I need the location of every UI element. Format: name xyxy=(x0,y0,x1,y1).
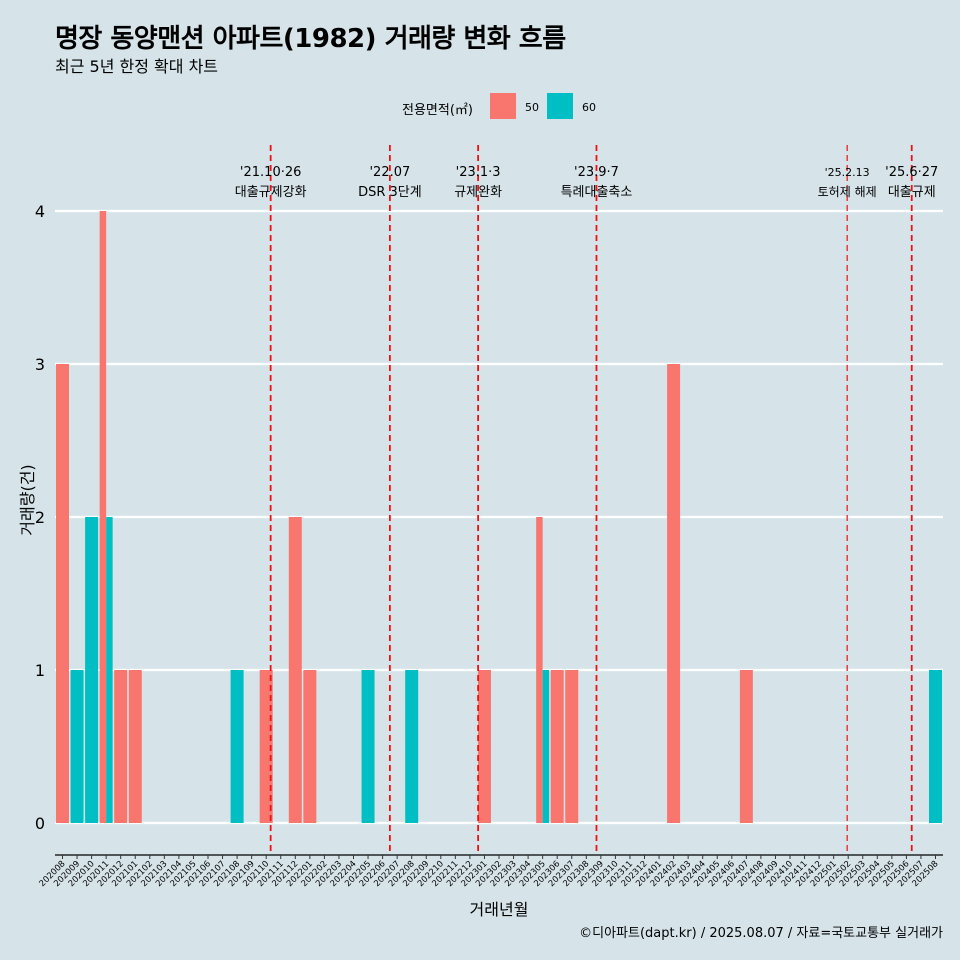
event-name-label: 특례대출축소 xyxy=(561,185,633,200)
legend-label-60: 60 xyxy=(582,101,596,114)
bar-50 xyxy=(739,670,753,823)
legend: 전용면적(㎡) 50 60 xyxy=(0,93,960,121)
event-date-label: '25.2.13 xyxy=(825,166,870,179)
chart-subtitle: 최근 5년 한정 확대 차트 xyxy=(55,57,219,76)
legend-key-50 xyxy=(490,93,516,119)
bar-50 xyxy=(536,517,543,823)
event-date-label: '21.10·26 xyxy=(240,165,301,180)
bar-60 xyxy=(70,670,84,823)
chart-title: 명장 동양맨션 아파트(1982) 거래량 변화 흐름 xyxy=(55,24,566,54)
event-date-label: '23.9·7 xyxy=(574,165,619,180)
bar-50 xyxy=(259,670,273,823)
event-name-label: 대출규제 xyxy=(888,185,936,200)
source-caption: ©디아파트(dapt.kr) / 2025.08.07 / 자료=국토교통부 실… xyxy=(579,926,943,941)
y-tick-label: 2 xyxy=(35,508,45,527)
bar-50 xyxy=(99,211,107,823)
bar-50 xyxy=(56,364,69,823)
bar-50 xyxy=(303,670,317,823)
bar-50 xyxy=(114,670,128,823)
bar-50 xyxy=(477,670,491,823)
bar-60 xyxy=(929,670,942,823)
y-axis-title: 거래량(건) xyxy=(18,464,37,535)
bar-60 xyxy=(361,670,375,823)
bar-50 xyxy=(288,517,302,823)
legend-key-60 xyxy=(547,93,573,119)
bar-50 xyxy=(128,670,142,823)
event-date-label: '22.07 xyxy=(369,165,410,180)
event-name-label: 대출규제강화 xyxy=(235,185,307,200)
event-name-label: 토허제 해제 xyxy=(818,185,877,199)
bar-60 xyxy=(230,670,244,823)
x-axis-title: 거래년월 xyxy=(470,900,529,919)
event-date-label: '25.6·27 xyxy=(885,165,938,180)
bar-60 xyxy=(85,517,99,823)
y-tick-label: 1 xyxy=(35,661,45,680)
legend-label-50: 50 xyxy=(525,101,539,114)
bar-60 xyxy=(405,670,419,823)
bar-50 xyxy=(550,670,564,823)
y-tick-label: 4 xyxy=(35,202,45,221)
y-tick-label: 3 xyxy=(35,355,45,374)
bar-60 xyxy=(106,517,113,823)
bar-50 xyxy=(667,364,681,823)
legend-title: 전용면적(㎡) xyxy=(402,103,473,118)
event-date-label: '23.1·3 xyxy=(456,165,501,180)
event-name-label: DSR 3단계 xyxy=(358,185,422,200)
y-tick-label: 0 xyxy=(35,814,45,833)
bar-50 xyxy=(565,670,579,823)
event-name-label: 규제완화 xyxy=(454,185,502,200)
bar-60 xyxy=(542,670,550,823)
